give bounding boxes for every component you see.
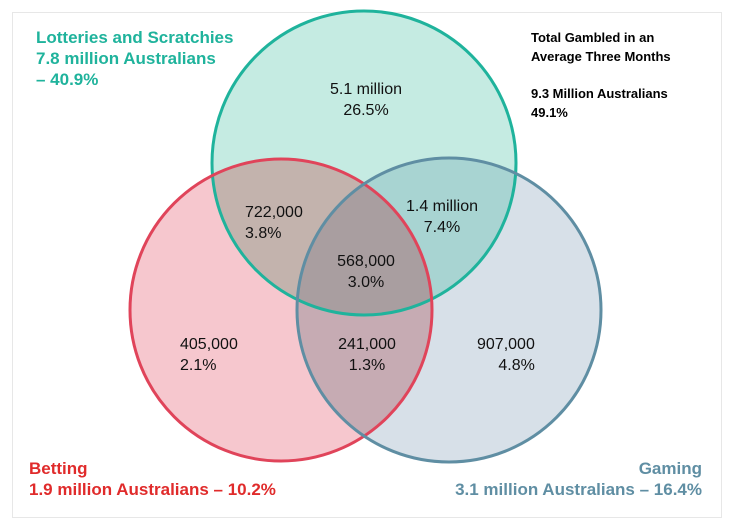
region-percent: 3.0% bbox=[347, 274, 385, 291]
region-count: 1.4 million bbox=[405, 198, 479, 215]
region-percent: 7.4% bbox=[423, 219, 461, 236]
region-percent: 4.8% bbox=[498, 357, 535, 374]
betting-set-label: Betting 1.9 million Australians – 10.2% bbox=[29, 458, 276, 500]
total-line-3: 9.3 Million Australians bbox=[531, 86, 668, 101]
lotteries-circle-outline bbox=[210, 9, 518, 317]
region-lotteries-only: 5.1 million 26.5% bbox=[330, 79, 402, 121]
lotteries-percent: – 40.9% bbox=[36, 70, 99, 89]
gaming-summary: 3.1 million Australians – 16.4% bbox=[455, 480, 702, 499]
region-percent: 1.3% bbox=[348, 357, 386, 374]
region-percent: 3.8% bbox=[245, 225, 282, 242]
total-line-2: Average Three Months bbox=[531, 49, 671, 64]
region-count: 241,000 bbox=[338, 336, 396, 353]
region-count: 722,000 bbox=[245, 204, 303, 221]
gaming-set-label: Gaming 3.1 million Australians – 16.4% bbox=[455, 458, 702, 500]
betting-summary: 1.9 million Australians – 10.2% bbox=[29, 480, 276, 499]
region-gaming-only: 907,000 4.8% bbox=[477, 334, 535, 376]
lotteries-count: 7.8 million Australians bbox=[36, 49, 216, 68]
lotteries-name: Lotteries and Scratchies bbox=[36, 28, 234, 47]
gaming-circle-outline bbox=[295, 156, 603, 464]
region-betting-only: 405,000 2.1% bbox=[180, 334, 238, 376]
total-summary: Total Gambled in an Average Three Months… bbox=[531, 28, 671, 122]
betting-name: Betting bbox=[29, 459, 88, 478]
all-three-overlap bbox=[297, 159, 432, 315]
region-lotteries-gaming: 1.4 million 7.4% bbox=[406, 196, 478, 238]
gaming-name: Gaming bbox=[638, 459, 702, 478]
total-line-4: 49.1% bbox=[531, 105, 568, 120]
region-count: 568,000 bbox=[337, 253, 395, 270]
region-count: 405,000 bbox=[180, 336, 238, 353]
betting-circle-outline bbox=[128, 157, 434, 463]
total-line-1: Total Gambled in an bbox=[531, 30, 655, 45]
lotteries-set-label: Lotteries and Scratchies 7.8 million Aus… bbox=[36, 27, 233, 90]
region-percent: 26.5% bbox=[343, 102, 389, 119]
region-percent: 2.1% bbox=[180, 357, 217, 374]
region-all-three: 568,000 3.0% bbox=[337, 251, 395, 293]
region-count: 5.1 million bbox=[329, 81, 403, 98]
region-count: 907,000 bbox=[477, 336, 535, 353]
region-lotteries-betting: 722,000 3.8% bbox=[245, 202, 303, 244]
region-betting-gaming: 241,000 1.3% bbox=[338, 334, 396, 376]
